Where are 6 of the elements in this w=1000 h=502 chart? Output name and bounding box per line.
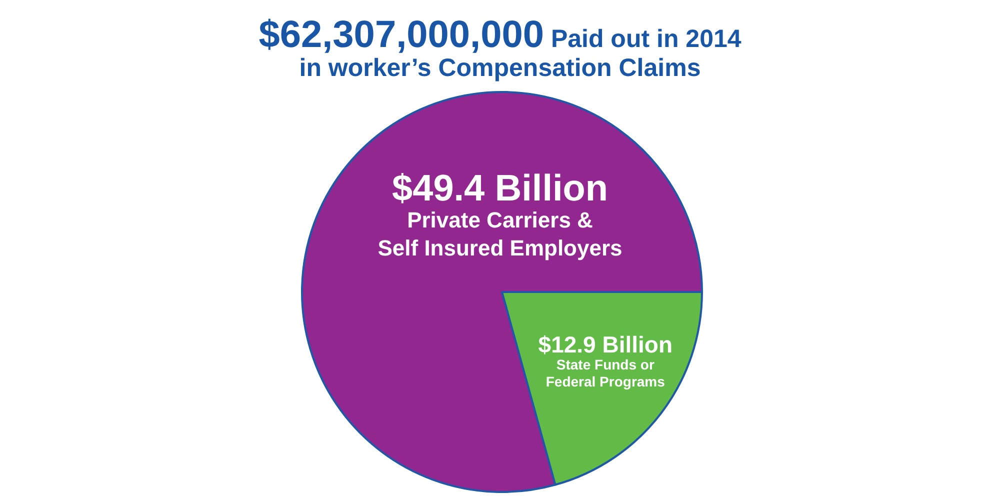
slice-label: Private Carriers & Self Insured Employers (378, 208, 622, 261)
slice-label: State Funds or Federal Programs (546, 356, 666, 390)
chart-subtitle: in worker’s Compensation Claims (298, 54, 702, 82)
data-label: $12.9 Billion (538, 332, 673, 358)
data-label: $49.4 Billion (392, 168, 608, 209)
chart-title: $62,307,000,000 Paid out in 2014 (258, 14, 742, 56)
